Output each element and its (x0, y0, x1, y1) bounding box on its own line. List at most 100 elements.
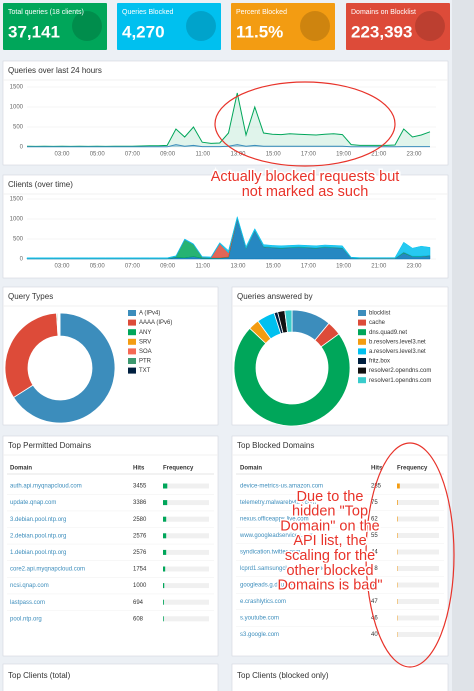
hits: 48 (371, 566, 378, 572)
table-header: Domain (240, 466, 262, 472)
frequency-track (397, 483, 439, 489)
frequency-track (397, 632, 439, 637)
domain-link[interactable]: auth.api.myqnapcloud.com (10, 484, 82, 490)
y-tick-label: 1500 (10, 197, 24, 203)
stat-value: 37,141 (8, 22, 60, 41)
annotation-text: Actually blocked requests but (211, 169, 400, 185)
frequency-bar (397, 516, 398, 522)
panel (2, 60, 449, 166)
frequency-track (397, 582, 439, 588)
domain-link[interactable]: lcprd1.samsungcloudsolution.net (240, 566, 328, 572)
domain-link[interactable]: s3.google.com (240, 632, 279, 638)
frequency-track (397, 615, 439, 621)
domain-link[interactable]: device-metrics-us.amazon.com (240, 484, 323, 490)
frequency-track (163, 566, 209, 572)
table-header: Hits (133, 466, 145, 472)
x-tick-label: 21:00 (371, 264, 387, 270)
stat-icon (72, 11, 102, 41)
panel-title: Queries over last 24 hours (8, 66, 102, 75)
frequency-track (397, 500, 439, 505)
frequency-track (163, 549, 209, 555)
frequency-bar (163, 583, 165, 589)
frequency-track (397, 566, 439, 571)
x-tick-label: 23:00 (406, 152, 422, 158)
legend-label: resolver1.opendns.com (369, 378, 431, 384)
domain-link[interactable]: e.crashlytics.com (240, 599, 286, 605)
stat-icon (186, 11, 216, 41)
frequency-bar (397, 533, 398, 538)
panel-title: Top Blocked Domains (237, 441, 314, 450)
stat-icon (300, 11, 330, 41)
panel (2, 174, 449, 279)
domain-link[interactable]: ncsi.qnap.com (10, 583, 49, 589)
y-tick-label: 1000 (10, 105, 24, 111)
table-header: Frequency (397, 466, 428, 472)
y-tick-label: 500 (13, 237, 24, 243)
domain-link[interactable]: update.qnap.com (10, 500, 56, 506)
frequency-bar (163, 549, 167, 555)
frequency-track (163, 533, 209, 539)
x-tick-label: 11:00 (196, 152, 211, 158)
domain-link[interactable]: core2.api.myqnapcloud.com (10, 567, 85, 573)
panel-title: Query Types (8, 292, 53, 301)
legend-label: dns.quad9.net (369, 330, 407, 336)
x-tick-label: 13:00 (230, 152, 246, 158)
donut-slice (233, 327, 351, 427)
donut-slice (13, 312, 116, 424)
legend-swatch (358, 377, 366, 384)
domain-link[interactable]: lastpass.com (10, 600, 45, 606)
frequency-bar (397, 483, 400, 489)
hits: 2580 (133, 517, 147, 523)
annotation-text: scaling for the (285, 548, 375, 564)
panel-title: Top Clients (blocked only) (237, 671, 329, 680)
frequency-track (163, 500, 209, 506)
frequency-track (163, 599, 209, 605)
legend-label: SRV (139, 339, 151, 345)
donut-slice (284, 309, 293, 333)
domain-link[interactable]: 2.debian.pool.ntp.org (10, 533, 66, 539)
x-tick-label: 21:00 (371, 152, 387, 158)
legend-label: SOA (139, 349, 152, 355)
hits: 62 (371, 517, 378, 523)
annotation-text: hidden "Top (292, 504, 368, 520)
frequency-bar (163, 566, 166, 572)
domain-link[interactable]: syndication.twitter.com (240, 550, 300, 556)
frequency-bar (163, 616, 164, 622)
legend-label: cache (369, 320, 386, 326)
stat-label: Percent Blocked (236, 9, 287, 16)
domain-link[interactable]: 1.debian.pool.ntp.org (10, 550, 66, 556)
y-tick-label: 0 (20, 145, 24, 151)
total-line (26, 92, 431, 147)
frequency-bar (163, 533, 167, 539)
hits: 694 (133, 600, 144, 606)
panel (231, 663, 449, 691)
domain-link[interactable]: www.googleadservices.com (239, 533, 314, 539)
domain-link[interactable]: pool.ntp.org (10, 616, 42, 622)
annotation-text: other blocked (286, 563, 373, 579)
legend-swatch (128, 310, 136, 316)
domain-link[interactable]: 3.debian.pool.ntp.org (10, 517, 66, 523)
domain-link[interactable]: s.youtube.com (240, 616, 279, 622)
frequency-bar (163, 500, 168, 506)
annotation-text: Domain" on the (280, 518, 379, 534)
x-tick-label: 07:00 (125, 152, 141, 158)
annotation-text: Due to the (297, 489, 364, 505)
domain-link[interactable]: nexus.officeapps.live.com (240, 517, 309, 523)
legend-swatch (358, 338, 366, 345)
x-tick-label: 15:00 (266, 152, 282, 158)
frequency-bar (397, 500, 398, 505)
hits: 47 (371, 583, 378, 589)
scrollbar (452, 0, 474, 691)
frequency-bar (163, 516, 167, 522)
domain-link[interactable]: googleads.g.doubleclick.net (240, 583, 314, 589)
legend-swatch (128, 319, 136, 326)
hits: 40 (371, 632, 378, 638)
domain-link[interactable]: telemetry.malwarebytes.com (240, 500, 316, 506)
legend-swatch (358, 319, 366, 326)
x-tick-label: 19:00 (336, 152, 352, 158)
hits: 47 (371, 599, 378, 605)
stat-value: 4,270 (122, 22, 165, 41)
hits: 3455 (133, 484, 147, 490)
stat-box (346, 3, 450, 50)
